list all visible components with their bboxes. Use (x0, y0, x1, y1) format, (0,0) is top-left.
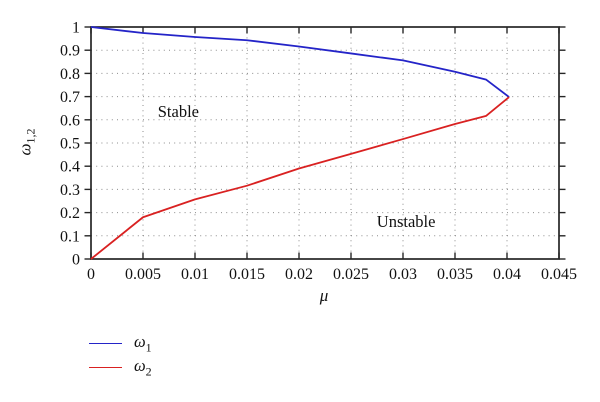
legend-label-omega2: ω2 (134, 355, 152, 379)
y-tick-label: 0.4 (60, 159, 80, 176)
y-tick-label: 0.8 (60, 66, 80, 83)
y-axis-label-base: ω (15, 143, 35, 156)
legend-label-omega2-base: ω (134, 355, 146, 375)
x-axis-label: μ (319, 286, 329, 305)
x-tick-label: 0.015 (229, 266, 265, 283)
legend-line-omega2 (89, 367, 122, 368)
legend-label-omega1-sub: 1 (145, 340, 152, 355)
y-axis-label-sub: 1,2 (23, 128, 38, 144)
x-tick-label: 0 (87, 266, 95, 283)
y-tick-label: 0.2 (60, 205, 80, 222)
x-tick-label: 0.03 (389, 266, 417, 283)
y-tick-label: 0.1 (60, 228, 80, 245)
annotation-unstable: Unstable (377, 212, 436, 231)
y-axis-label: ω1,2 (15, 128, 38, 155)
x-tick-label: 0.035 (437, 266, 473, 283)
y-tick-label: 0.5 (60, 136, 80, 153)
legend-item-omega1: ω1 (89, 331, 152, 355)
y-tick-label: 0.3 (60, 182, 80, 199)
x-tick-label: 0.045 (541, 266, 577, 283)
x-tick-label: 0.04 (493, 266, 521, 283)
x-tick-label: 0.025 (333, 266, 369, 283)
plot-border (90, 26, 560, 260)
y-tick-label: 0.9 (60, 43, 80, 60)
x-tick-label: 0.005 (125, 266, 161, 283)
curve-omega1 (90, 26, 510, 98)
y-tick-label: 0.6 (60, 112, 80, 129)
legend-label-omega1: ω1 (134, 331, 152, 355)
legend-line-omega1 (89, 343, 122, 344)
x-tick-label: 0.02 (285, 266, 313, 283)
curve-omega2 (90, 96, 510, 260)
legend-item-omega2: ω2 (89, 355, 152, 379)
legend-label-omega2-sub: 2 (145, 364, 152, 379)
legend: ω1 ω2 (89, 331, 152, 379)
y-tick-label: 0.7 (60, 89, 80, 106)
y-tick-label: 0 (72, 252, 80, 269)
y-tick-label: 1 (72, 20, 80, 37)
annotation-stable: Stable (158, 102, 199, 121)
x-tick-label: 0.01 (181, 266, 209, 283)
legend-label-omega1-base: ω (134, 331, 146, 351)
